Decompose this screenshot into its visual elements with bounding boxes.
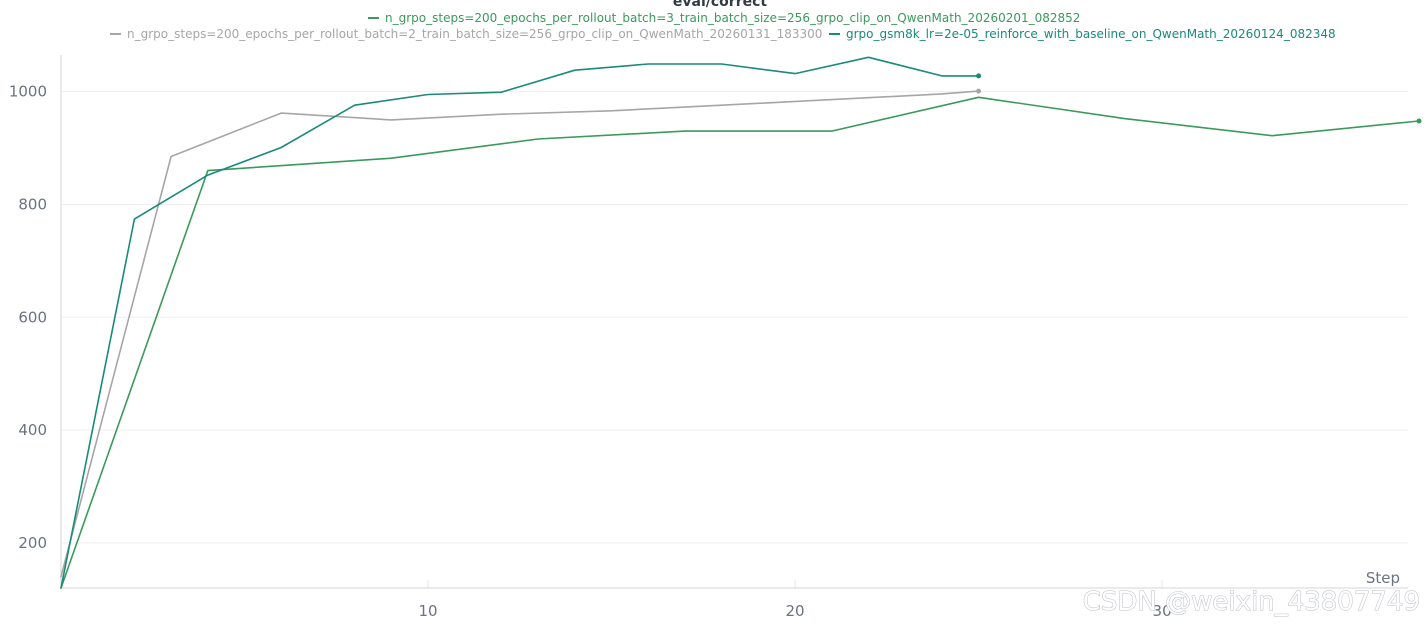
y-tick-label: 800 xyxy=(18,195,47,213)
legend-item-3[interactable]: grpo_gsm8k_lr=2e-05_reinforce_with_basel… xyxy=(829,27,1336,41)
legend-label: grpo_gsm8k_lr=2e-05_reinforce_with_basel… xyxy=(846,27,1336,41)
series-line-2[interactable] xyxy=(60,90,980,578)
series-lines xyxy=(60,56,1422,589)
y-tick-label: 200 xyxy=(18,534,47,552)
x-tick-label: 30 xyxy=(1153,602,1172,620)
y-tick-label: 600 xyxy=(18,308,47,326)
chart-title: eval/correct xyxy=(673,0,768,10)
legend-item-2[interactable]: n_grpo_steps=200_epochs_per_rollout_batc… xyxy=(110,27,822,41)
series-endpoint-2[interactable] xyxy=(976,88,982,94)
legend[interactable]: n_grpo_steps=200_epochs_per_rollout_batc… xyxy=(110,11,1336,41)
y-tick-label: 1000 xyxy=(9,83,47,101)
x-tick-labels: 10 20 30 xyxy=(418,602,1171,620)
axes xyxy=(60,55,1408,589)
series-endpoint-3[interactable] xyxy=(976,73,982,79)
x-axis-label: Step xyxy=(1366,569,1400,587)
y-tick-label: 400 xyxy=(18,421,47,439)
legend-label: n_grpo_steps=200_epochs_per_rollout_batc… xyxy=(127,27,822,41)
x-tick-label: 10 xyxy=(418,602,437,620)
series-line-3[interactable] xyxy=(60,56,980,589)
x-tick-label: 20 xyxy=(786,602,805,620)
y-tick-labels: 200 400 600 800 1000 xyxy=(9,83,47,552)
gridlines xyxy=(61,91,1408,544)
legend-item-1[interactable]: n_grpo_steps=200_epochs_per_rollout_batc… xyxy=(368,11,1080,25)
series-line-1[interactable] xyxy=(60,96,1420,589)
watermark-text: CSDN @weixin_43807749 xyxy=(1083,587,1420,617)
series-endpoint-1[interactable] xyxy=(1416,118,1422,124)
legend-label: n_grpo_steps=200_epochs_per_rollout_batc… xyxy=(385,11,1080,25)
